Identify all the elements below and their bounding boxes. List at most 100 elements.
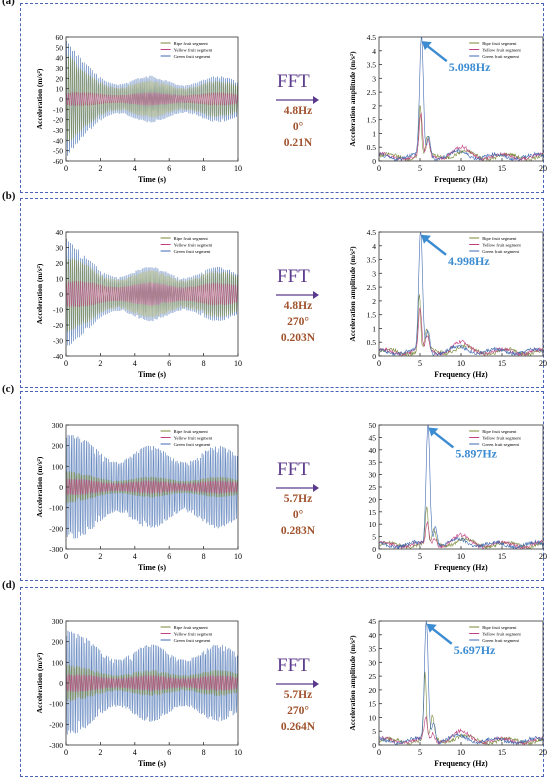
time-y-tick-label: 0 — [59, 95, 63, 104]
time-x-tick-label: 2 — [98, 164, 102, 173]
fft-legend-entry: Green fruit segment — [482, 638, 519, 643]
panel-frame — [20, 198, 544, 388]
fft-y-tick-label: 45 — [369, 617, 377, 626]
time-legend: Ripe fruit segment Yellow fruit segmentGr… — [160, 625, 213, 643]
time-y-tick-label: 200 — [52, 442, 64, 451]
fft-legend-entry: Ripe fruit segment — [482, 41, 517, 46]
panel-letter: (a) — [2, 0, 15, 7]
fft-y-tick-label: 10 — [369, 713, 377, 722]
fft-y-tick-label: 25 — [369, 483, 377, 492]
time-y-tick-label: 10 — [56, 275, 64, 284]
time-x-tick-label: 0 — [64, 359, 68, 368]
time-x-tick-label: 8 — [202, 748, 206, 757]
panel-letter: (d) — [2, 579, 16, 591]
fft-legend-entry: Yellow fruit segment — [482, 243, 521, 248]
fft-x-tick-label: 20 — [539, 552, 547, 561]
time-axes: 0 2 4 6 8 106050403020100-10-20-30-40-50-60Ti… — [35, 33, 242, 184]
fft-label: FFT — [277, 459, 310, 480]
fft-legend-entry: Ripe fruit segment — [482, 236, 517, 241]
time-y-tick-label: 50 — [56, 43, 64, 52]
peak-label: 5.098Hz — [449, 60, 491, 74]
time-y-tick-label: 100 — [52, 658, 64, 667]
fft-y-tick-label: 3.5 — [367, 256, 377, 265]
time-y-tick-label: -10 — [53, 105, 63, 114]
time-x-tick-label: 6 — [167, 164, 171, 173]
time-y-tick-label: -50 — [53, 147, 63, 156]
fft-y-tick-label: 2.5 — [367, 283, 377, 292]
excitation-conditions: 5.7Hz 0° 0.283N — [266, 491, 330, 539]
time-y-tick-label: -300 — [49, 741, 63, 750]
fft-series-yellow — [378, 307, 544, 357]
time-legend-entry: Green fruit segment — [174, 442, 211, 447]
fft-arrow — [276, 291, 319, 299]
peak-arrowhead — [421, 41, 432, 51]
fft-y-tick-label: 1.5 — [367, 311, 377, 320]
time-y-tick-label: 300 — [52, 421, 64, 430]
fft-series-group — [378, 620, 544, 746]
fft-y-tick-label: 10 — [369, 520, 377, 529]
time-legend-entry: Yellow fruit segment — [174, 243, 213, 248]
fft-x-tick-label: 5 — [418, 748, 422, 757]
time-legend-entry: Yellow fruit segment — [174, 436, 213, 441]
time-x-tick-label: 10 — [234, 552, 242, 561]
fft-legend-entry: Ripe fruit segment — [482, 625, 517, 630]
peak-arrowhead — [428, 427, 439, 437]
fft-x-tick-label: 15 — [498, 748, 506, 757]
time-x-tick-label: 10 — [234, 748, 242, 757]
time-y-tick-label: 100 — [52, 462, 64, 471]
fft-y-tick-label: 40 — [369, 446, 377, 455]
fft-series-green — [378, 424, 544, 549]
time-legend-entry: Yellow fruit segment — [174, 632, 213, 637]
time-x-tick-label: 4 — [133, 552, 137, 561]
fft-legend-entry: Ripe fruit segment — [482, 429, 517, 434]
condition-value: 5.7Hz — [283, 493, 313, 505]
fft-label: FFT — [277, 71, 310, 92]
fft-arrow — [276, 96, 319, 104]
condition-value: 4.8Hz — [283, 105, 313, 117]
fft-y-tick-label: 25 — [369, 672, 377, 681]
peak-label: 5.897Hz — [455, 446, 497, 460]
fft-label: FFT — [277, 655, 310, 676]
time-x-axis-label: Time (s) — [138, 563, 166, 572]
fft-y-tick-label: 5 — [372, 533, 376, 542]
time-y-tick-label: -200 — [49, 524, 63, 533]
fft-label: FFT — [277, 266, 310, 287]
fft-x-axis-label: Frequency (Hz) — [434, 175, 488, 184]
fft-y-tick-label: 4 — [372, 242, 376, 251]
time-series-group — [66, 238, 238, 346]
fft-x-tick-label: 0 — [377, 359, 381, 368]
fft-y-tick-label: 4 — [372, 47, 376, 56]
time-x-tick-label: 4 — [133, 748, 137, 757]
fft-arrow-head — [313, 96, 319, 104]
panel-letter: (b) — [2, 190, 16, 202]
fft-arrow-head — [313, 291, 319, 299]
time-series-yellow — [66, 674, 238, 692]
time-y-tick-label: -40 — [53, 352, 63, 361]
time-legend: Ripe fruit segment Yellow fruit segmentGr… — [160, 41, 213, 59]
time-x-tick-label: 2 — [98, 359, 102, 368]
fft-x-tick-label: 5 — [418, 359, 422, 368]
fft-legend: Ripe fruit segment Yellow fruit segmentGr… — [469, 625, 522, 643]
fft-arrow — [276, 484, 319, 492]
time-legend: Ripe fruit segment Yellow fruit segmentGr… — [160, 429, 213, 447]
time-y-axis-label: Acceleration (m/s²) — [35, 652, 44, 713]
fft-x-tick-label: 15 — [498, 359, 506, 368]
fft-legend-entry: Yellow fruit segment — [482, 632, 521, 637]
fft-arrow-head — [313, 484, 319, 492]
time-y-tick-label: 60 — [56, 33, 64, 42]
time-x-tick-label: 0 — [64, 552, 68, 561]
time-legend-entry: Ripe fruit segment — [174, 236, 209, 241]
excitation-conditions: 5.7Hz 270° 0.264N — [266, 687, 330, 735]
fft-x-axis-label: Frequency (Hz) — [434, 370, 488, 379]
fft-series-group — [378, 231, 544, 357]
fft-x-tick-label: 0 — [377, 748, 381, 757]
fft-legend-entry: Yellow fruit segment — [482, 48, 521, 53]
fft-y-tick-label: 0 — [372, 741, 376, 750]
condition-value: 4.8Hz — [283, 300, 313, 312]
fft-y-tick-label: 20 — [369, 495, 377, 504]
panel-2: (c) 0 2 4 6 8 10 300 200 100 0 -100 -200 -300 Time (s)… — [2, 383, 547, 581]
time-y-axis-label: Acceleration (m/s²) — [35, 456, 44, 517]
time-y-tick-label: -30 — [53, 337, 63, 346]
time-legend-entry: Green fruit segment — [174, 54, 211, 59]
